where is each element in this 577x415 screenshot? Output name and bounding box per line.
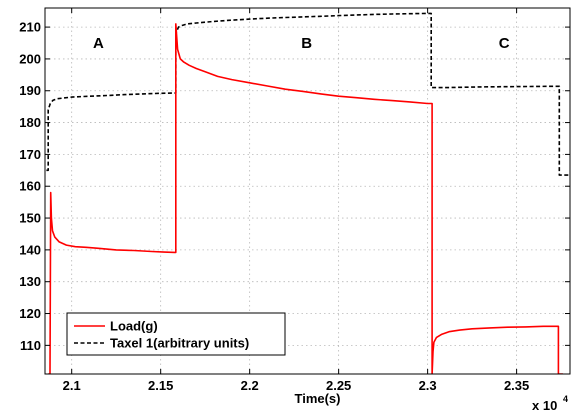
legend-label: Load(g)	[110, 319, 158, 334]
series-line-load	[48, 23, 563, 374]
plot-frame	[44, 7, 571, 375]
y-tick-label: 150	[19, 211, 41, 226]
x-axis-exponent-power: 4	[563, 394, 568, 404]
x-tick-label: 2.2	[241, 378, 259, 393]
y-tick-label: 130	[19, 274, 41, 289]
x-tick-label: 2.35	[504, 378, 529, 393]
x-axis-label: Time(s)	[295, 391, 341, 406]
legend: Load(g) Taxel 1(arbitrary units)	[66, 312, 286, 356]
y-tick-label: 190	[19, 83, 41, 98]
label-layer: A B C	[93, 35, 510, 52]
y-tick-label: 180	[19, 115, 41, 130]
region-label: C	[499, 35, 510, 52]
x-tick-label: 2.1	[63, 378, 81, 393]
y-tick-label: 140	[19, 242, 41, 257]
y-tick-label: 120	[19, 306, 41, 321]
y-tick-label: 170	[19, 147, 41, 162]
x-axis-exponent-base: x 10	[532, 398, 557, 413]
series-layer	[46, 12, 570, 374]
tick-layer: 2.1 2.15 2.2 2.25 2.3 2.35 110 120 130 140 150 160 1…	[19, 8, 570, 393]
series-line-taxel	[46, 12, 570, 176]
x-tick-label: 2.15	[148, 378, 173, 393]
y-tick-label: 200	[19, 51, 41, 66]
x-tick-label: 2.25	[326, 378, 351, 393]
y-tick-label: 210	[19, 20, 41, 35]
y-tick-label: 110	[20, 338, 41, 353]
legend-box	[66, 312, 286, 356]
legend-label: Taxel 1(arbitrary units)	[110, 336, 249, 351]
region-label: A	[93, 35, 104, 52]
x-axis-exponent: x 10 4	[532, 394, 568, 413]
x-tick-label: 2.3	[419, 378, 437, 393]
region-label: B	[301, 35, 312, 52]
y-tick-label: 160	[19, 179, 41, 194]
grid	[45, 8, 570, 374]
